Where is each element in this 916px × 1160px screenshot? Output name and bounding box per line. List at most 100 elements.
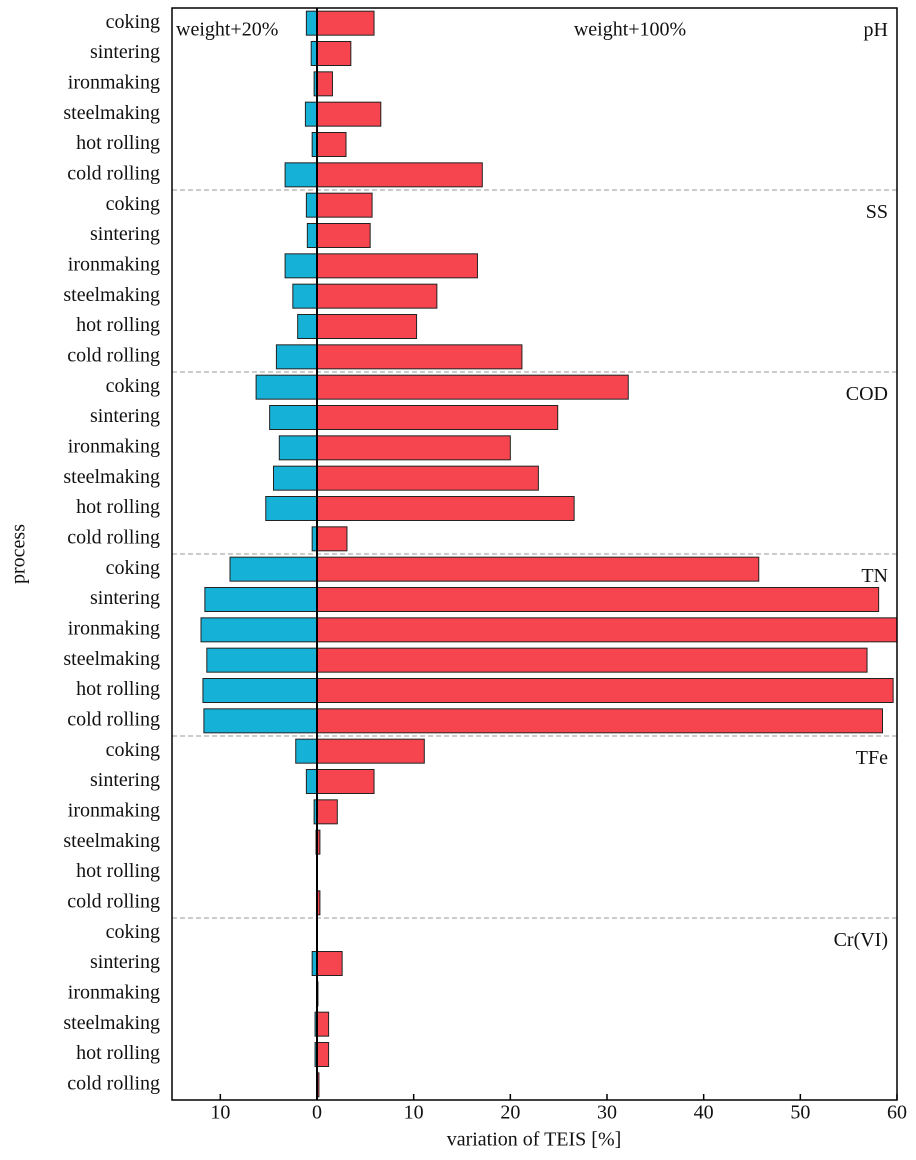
y-tick-label: hot rolling	[76, 132, 160, 154]
y-tick-label: hot rolling	[76, 678, 160, 700]
bar	[316, 192, 373, 218]
bar	[316, 435, 511, 461]
bar	[316, 253, 478, 279]
y-tick-label: cold rolling	[67, 162, 160, 184]
bar	[316, 496, 575, 521]
bar	[316, 283, 438, 309]
y-tick-label: steelmaking	[63, 284, 160, 306]
y-tick-label: ironmaking	[68, 617, 160, 639]
y-tick-label: coking	[106, 557, 160, 579]
x-tick-label: 60	[887, 1102, 907, 1124]
y-tick-label: sintering	[90, 223, 160, 245]
y-tick-label: sintering	[90, 405, 160, 427]
bar	[265, 496, 318, 521]
group-label: Cr(VI)	[834, 929, 888, 951]
y-tick-label: coking	[106, 739, 160, 761]
x-tick-label: 30	[597, 1102, 617, 1124]
bar	[316, 314, 418, 339]
bar	[316, 41, 352, 66]
bar	[305, 10, 318, 36]
y-tick-label: ironmaking	[68, 71, 160, 93]
bar	[316, 738, 425, 764]
bar	[284, 162, 318, 188]
y-tick-label: hot rolling	[76, 496, 160, 518]
y-tick-label: ironmaking	[68, 799, 160, 821]
bar	[316, 647, 868, 673]
bar	[316, 101, 382, 127]
bar	[316, 405, 559, 430]
series-label: weight+20%	[176, 19, 278, 41]
bar	[203, 708, 318, 734]
y-tick-label: coking	[106, 11, 160, 33]
group-label: pH	[864, 19, 888, 41]
y-tick-label: cold rolling	[67, 708, 160, 730]
bar	[202, 678, 318, 703]
x-tick-label: 10	[404, 1102, 424, 1124]
bar	[292, 283, 318, 309]
y-tick-label: cold rolling	[67, 890, 160, 912]
bar	[316, 1011, 330, 1037]
y-tick-label: steelmaking	[63, 1012, 160, 1034]
x-axis-label: variation of TEIS [%]	[447, 1129, 622, 1151]
bar	[316, 617, 898, 643]
bar	[316, 374, 629, 400]
y-tick-label: coking	[106, 375, 160, 397]
y-tick-label: ironmaking	[68, 435, 160, 457]
bar	[316, 1042, 330, 1067]
bar	[316, 951, 343, 976]
y-tick-label: coking	[106, 921, 160, 943]
bar	[316, 799, 338, 825]
bar	[229, 556, 318, 582]
bar	[297, 314, 318, 339]
bar	[316, 71, 333, 97]
x-tick-label: 0	[312, 1102, 322, 1124]
series-label: weight+100%	[574, 19, 686, 41]
bar	[255, 374, 318, 400]
bar	[275, 344, 318, 370]
x-tick-label: 10	[210, 1102, 230, 1124]
y-tick-label: sintering	[90, 769, 160, 791]
y-tick-label: ironmaking	[68, 253, 160, 275]
bar	[316, 708, 883, 734]
group-label: TFe	[856, 747, 888, 769]
bar	[316, 526, 348, 552]
bar	[316, 587, 880, 612]
y-tick-label: sintering	[90, 41, 160, 63]
y-tick-label: hot rolling	[76, 314, 160, 336]
y-tick-label: hot rolling	[76, 860, 160, 882]
x-tick-label: 20	[500, 1102, 520, 1124]
y-tick-label: steelmaking	[63, 830, 160, 852]
bar	[316, 344, 523, 370]
bar	[273, 465, 318, 491]
bar	[316, 678, 894, 703]
bar	[316, 465, 539, 491]
y-tick-label: steelmaking	[63, 648, 160, 670]
plot-frame	[171, 7, 898, 1101]
y-tick-label: sintering	[90, 587, 160, 609]
bar	[306, 223, 318, 248]
bar	[206, 647, 318, 673]
bar	[269, 405, 318, 430]
y-tick-label: sintering	[90, 951, 160, 973]
y-tick-label: ironmaking	[68, 981, 160, 1003]
bar	[200, 617, 318, 643]
group-label: TN	[861, 565, 888, 587]
y-tick-label: cold rolling	[67, 1072, 160, 1094]
y-axis-label: process	[8, 524, 30, 584]
bar	[316, 162, 483, 188]
bar	[316, 556, 760, 582]
bar	[316, 223, 371, 248]
bar	[204, 587, 318, 612]
bar	[284, 253, 318, 279]
group-label: SS	[866, 201, 888, 223]
y-tick-label: steelmaking	[63, 102, 160, 124]
x-tick-label: 50	[790, 1102, 810, 1124]
bar	[305, 192, 318, 218]
y-tick-label: cold rolling	[67, 344, 160, 366]
group-label: COD	[846, 383, 888, 405]
y-tick-label: steelmaking	[63, 466, 160, 488]
x-tick-label: 40	[694, 1102, 714, 1124]
bar	[305, 769, 318, 794]
bar	[304, 101, 318, 127]
